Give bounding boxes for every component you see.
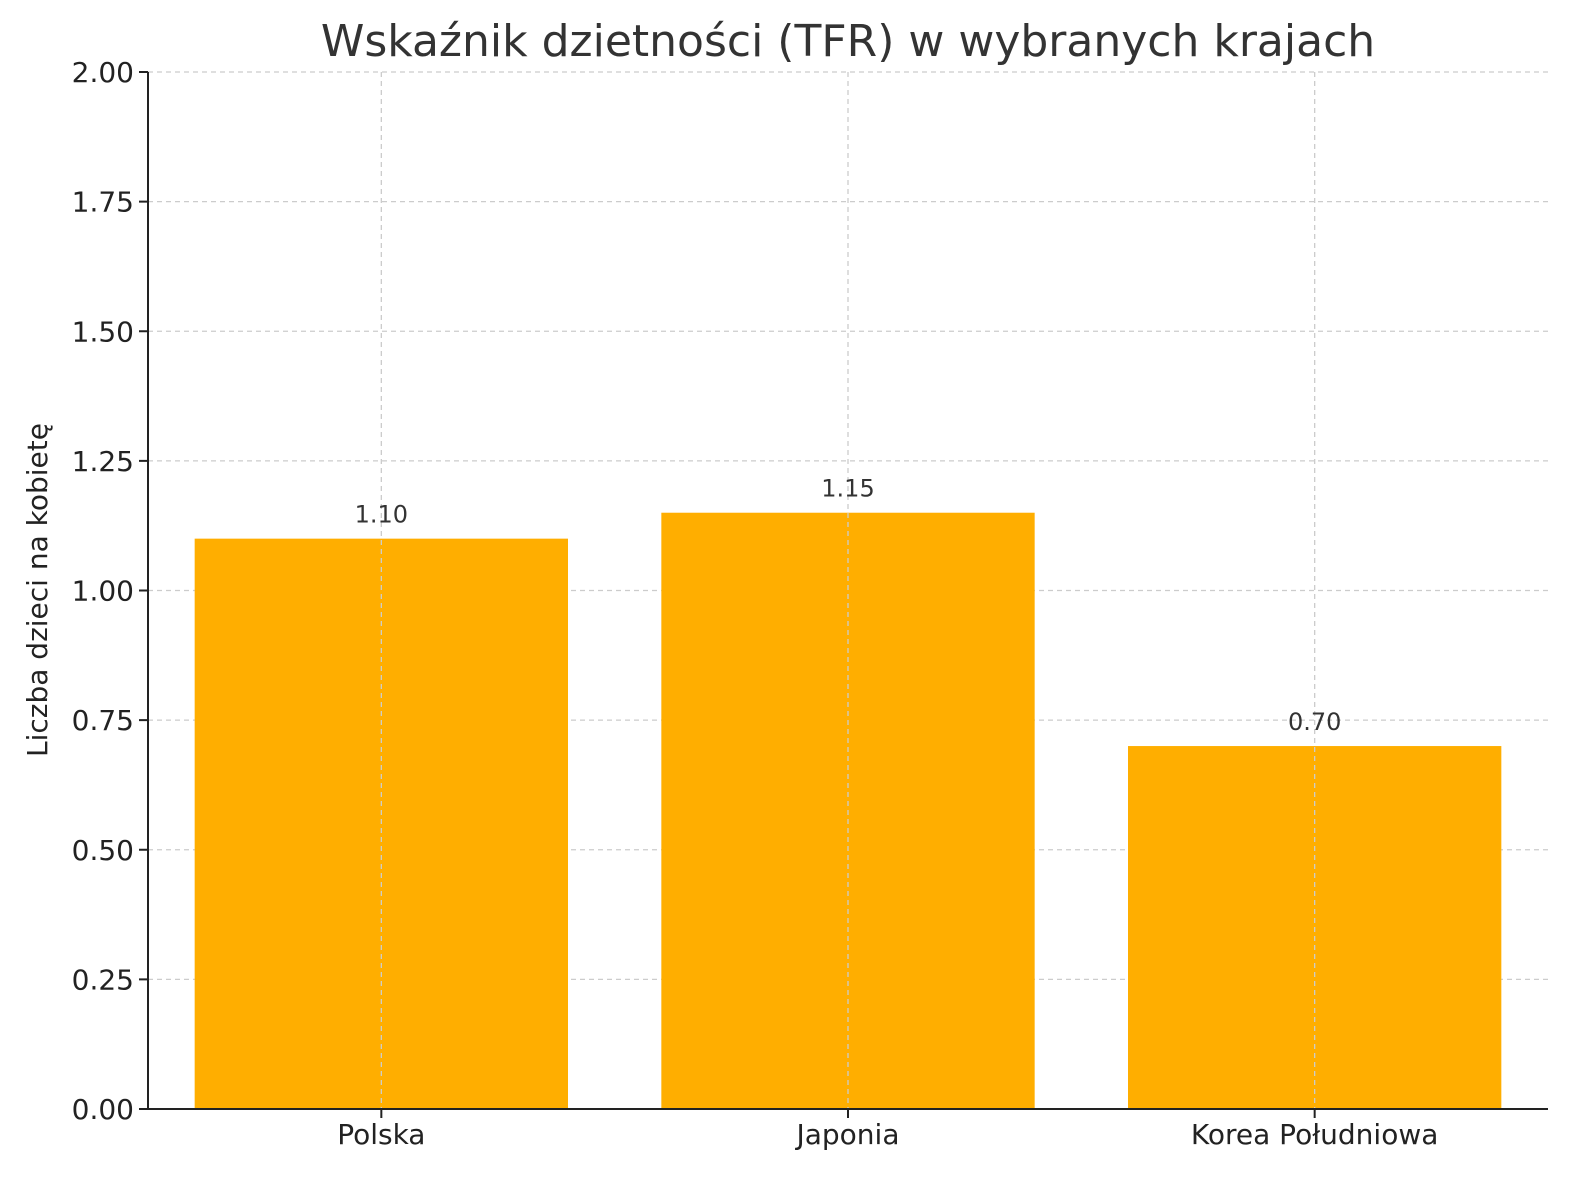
y-axis-label: Liczba dzieci na kobietę (21, 423, 54, 757)
y-tick-label: 0.25 (72, 963, 134, 996)
x-tick-label: Korea Południowa (1191, 1118, 1439, 1151)
bar-value-label: 1.10 (355, 501, 408, 529)
y-tick-label: 0.50 (72, 834, 134, 867)
bar-value-label: 0.70 (1288, 708, 1341, 736)
y-tick-label: 1.50 (72, 315, 134, 348)
y-tick-label: 1.00 (72, 575, 134, 608)
y-tick-label: 0.00 (72, 1093, 134, 1126)
data-labels: 1.10 1.15 0.70 (355, 475, 1342, 736)
bar-value-label: 1.15 (821, 475, 874, 503)
x-tick-label: Polska (337, 1118, 425, 1151)
axes: 0.00 0.25 0.50 0.75 1.00 1.25 1.50 1.75 2.00 Pols… (72, 56, 1548, 1151)
chart-title: Wskaźnik dzietności (TFR) w wybranych kr… (321, 16, 1375, 67)
y-tick-label: 1.25 (72, 445, 134, 478)
y-tick-label: 1.75 (72, 186, 134, 219)
y-tick-label: 2.00 (72, 56, 134, 89)
y-tick-label: 0.75 (72, 704, 134, 737)
x-tick-label: Japonia (794, 1118, 899, 1151)
vertical-grid (380, 72, 1316, 1109)
